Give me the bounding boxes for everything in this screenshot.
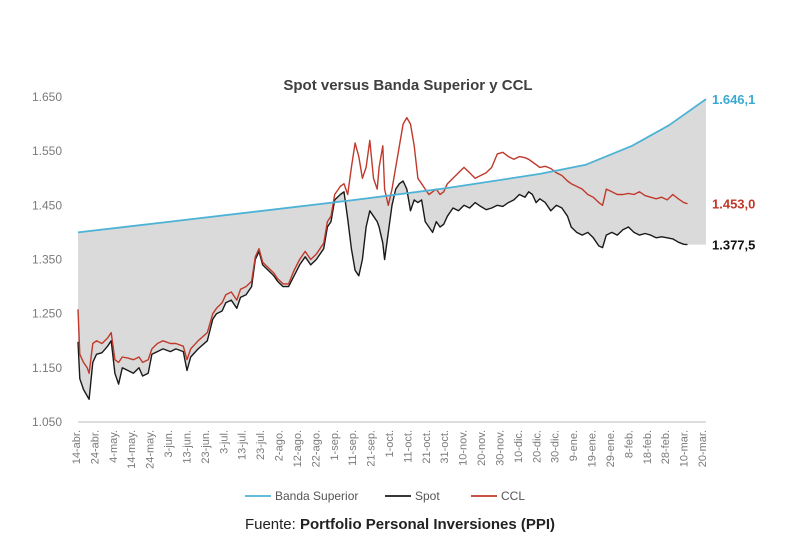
x-tick-label: 3-jul. xyxy=(218,430,230,454)
y-tick-label: 1.250 xyxy=(32,307,62,321)
x-tick-label: 4-may. xyxy=(108,430,120,463)
spot-end-label: 1.377,5 xyxy=(712,238,755,253)
x-tick-label: 10-mar. xyxy=(679,430,691,467)
x-tick-label: 23-jul. xyxy=(255,430,267,460)
y-tick-label: 1.350 xyxy=(32,253,62,267)
legend-label: Banda Superior xyxy=(275,489,358,503)
legend-ccl: CCL xyxy=(471,489,525,503)
x-tick-label: 31-oct. xyxy=(439,430,451,464)
x-tick-label: 22-ago. xyxy=(310,430,322,467)
source-note: Fuente: Portfolio Personal Inversiones (… xyxy=(0,516,800,533)
x-tick-label: 28-feb. xyxy=(660,430,672,464)
y-tick-label: 1.550 xyxy=(32,144,62,158)
x-tick-label: 13-jul. xyxy=(237,430,249,460)
banda-superior-end-label: 1.646,1 xyxy=(712,92,755,107)
y-tick-label: 1.650 xyxy=(32,90,62,104)
y-tick-label: 1.050 xyxy=(32,415,62,429)
x-tick-label: 1-oct. xyxy=(384,430,396,458)
x-tick-label: 29-ene. xyxy=(605,430,617,467)
x-tick-label: 23-jun. xyxy=(200,430,212,464)
x-tick-label: 8-feb. xyxy=(623,430,635,458)
x-tick-label: 10-dic. xyxy=(513,430,525,463)
band-fill-area xyxy=(78,99,706,400)
chart-title: Spot versus Banda Superior y CCL xyxy=(283,77,532,94)
legend-label: CCL xyxy=(501,489,525,503)
x-tick-label: 14-may. xyxy=(126,430,138,469)
x-tick-label: 11-sep. xyxy=(347,430,359,466)
y-axis: 1.650 1.550 1.450 1.350 1.250 1.150 1.050 xyxy=(32,90,62,429)
banda-superior-line xyxy=(77,98,707,234)
x-tick-label: 20-mar. xyxy=(697,430,709,467)
x-tick-label: 19-ene. xyxy=(587,430,599,467)
x-tick-label: 2-ago. xyxy=(274,430,286,461)
x-tick-label: 9-ene. xyxy=(568,430,580,461)
legend-spot: Spot xyxy=(385,489,440,503)
x-tick-label: 21-sep. xyxy=(366,430,378,467)
y-tick-label: 1.450 xyxy=(32,198,62,212)
ccl-end-label: 1.453,0 xyxy=(712,197,755,212)
ccl-line xyxy=(77,116,688,374)
x-tick-label: 20-dic. xyxy=(531,430,543,463)
x-tick-label: 14-abr. xyxy=(71,430,83,464)
x-tick-label: 24-abr. xyxy=(89,430,101,464)
x-tick-label: 12-ago. xyxy=(292,430,304,467)
x-tick-label: 20-nov. xyxy=(476,430,488,466)
y-tick-label: 1.150 xyxy=(32,361,62,375)
x-tick-label: 21-oct. xyxy=(421,430,433,464)
series-lines xyxy=(77,98,707,400)
x-axis: 14-abr. 24-abr. 4-may. 14-may. 24-may. 3-jun.… xyxy=(71,421,709,469)
x-tick-label: 24-may. xyxy=(145,430,157,469)
line-chart: Spot versus Banda Superior y CCL 1.6501.… xyxy=(32,77,755,503)
x-tick-label: 30-nov. xyxy=(495,430,507,466)
band-spot-gap-area xyxy=(78,99,706,400)
x-tick-label: 10-nov. xyxy=(458,430,470,466)
x-tick-label: 1-sep. xyxy=(329,430,341,461)
legend-label: Spot xyxy=(415,489,440,503)
x-tick-label: 18-feb. xyxy=(642,430,654,464)
legend: Banda Superior Spot CCL xyxy=(245,489,525,503)
x-tick-label: 11-oct. xyxy=(402,430,414,463)
source-name: Portfolio Personal Inversiones (PPI) xyxy=(299,516,556,533)
x-tick-label: 30-dic. xyxy=(550,430,562,463)
source-prefix: Fuente: xyxy=(244,516,300,533)
legend-banda-superior: Banda Superior xyxy=(245,489,358,503)
spot-line xyxy=(77,180,688,400)
x-tick-label: 13-jun. xyxy=(182,430,194,464)
x-tick-label: 3-jun. xyxy=(163,430,175,458)
end-labels: 1.646,1 1.377,5 1.453,0 xyxy=(712,92,755,252)
